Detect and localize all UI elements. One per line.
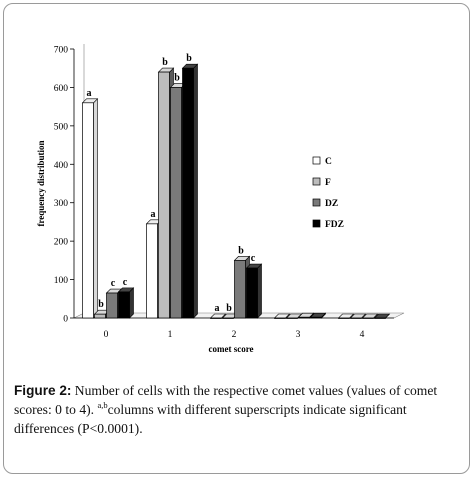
significance-label: b — [98, 299, 104, 310]
bar-dz — [170, 87, 182, 319]
significance-label: b — [186, 53, 192, 64]
legend-swatch-c — [312, 156, 321, 165]
bar-side — [257, 263, 262, 319]
legend-label-f: F — [325, 178, 331, 188]
y-axis-title: frequency distribution — [36, 140, 46, 226]
bar-chart: 0 100 200 300 400 500 600 700 frequency distribu… — [36, 44, 405, 354]
legend-label-dz: DZ — [325, 199, 338, 209]
bar-fdz — [182, 67, 194, 319]
y-tick-label: 0 — [63, 315, 68, 325]
caption-superscript: a,b — [97, 400, 108, 410]
significance-label: b — [226, 303, 232, 314]
y-tick-label: 200 — [54, 238, 69, 248]
significance-label: b — [174, 72, 180, 83]
bar-c — [146, 223, 158, 319]
bar-f — [350, 317, 362, 319]
significance-label: c — [123, 277, 128, 288]
x-tick-label: 0 — [104, 330, 109, 340]
significance-label: a — [151, 209, 156, 220]
legend-swatch-dz — [312, 198, 321, 207]
caption-label: Figure 2: — [14, 383, 72, 398]
legend-label-c: C — [325, 157, 332, 167]
bar-dz — [234, 260, 246, 319]
caption-text-part1: Number of cells with the respective come… — [14, 383, 438, 417]
bar-fdz — [310, 316, 322, 319]
x-tick-label: 4 — [360, 330, 365, 340]
bar-dz — [106, 292, 118, 319]
significance-label: a — [215, 303, 220, 314]
bar-f — [158, 71, 170, 319]
legend-swatch-f — [312, 177, 321, 186]
legend-swatch-fdz — [312, 219, 321, 228]
bar-dz — [362, 317, 374, 319]
bar-side — [93, 98, 98, 319]
y-tick-label: 400 — [54, 161, 69, 171]
figure-frame — [3, 3, 470, 474]
y-tick-label: 300 — [54, 199, 69, 209]
bar-c — [338, 317, 350, 319]
bar-fdz — [118, 291, 130, 319]
bar-f — [94, 313, 106, 319]
bar-dz — [298, 316, 310, 319]
x-tick-label: 1 — [168, 330, 173, 340]
x-tick-label: 3 — [296, 330, 301, 340]
x-axis-title: comet score — [208, 344, 253, 354]
bar-side — [193, 63, 198, 319]
legend-label-fdz: FDZ — [325, 220, 344, 230]
y-tick-label: 700 — [54, 46, 69, 56]
bar-side — [129, 287, 134, 319]
figure-caption: Figure 2: Number of cells with the respe… — [14, 381, 464, 438]
bar-c — [274, 317, 286, 319]
bar-f — [222, 317, 234, 319]
caption-text-part2: columns with different superscripts indi… — [14, 402, 407, 436]
significance-label: b — [162, 57, 168, 68]
significance-label: c — [111, 278, 116, 289]
y-tick-label: 500 — [54, 122, 69, 132]
y-tick-label: 100 — [54, 276, 69, 286]
x-tick-label: 2 — [232, 330, 237, 340]
bar-c — [82, 102, 94, 319]
bar-fdz — [246, 267, 258, 319]
bar-fdz — [374, 317, 386, 319]
significance-label: b — [238, 245, 244, 256]
significance-label: a — [87, 88, 92, 99]
y-tick-label: 600 — [54, 84, 69, 94]
bar-f — [286, 317, 298, 319]
significance-label: c — [251, 253, 256, 264]
bar-c — [210, 317, 222, 319]
